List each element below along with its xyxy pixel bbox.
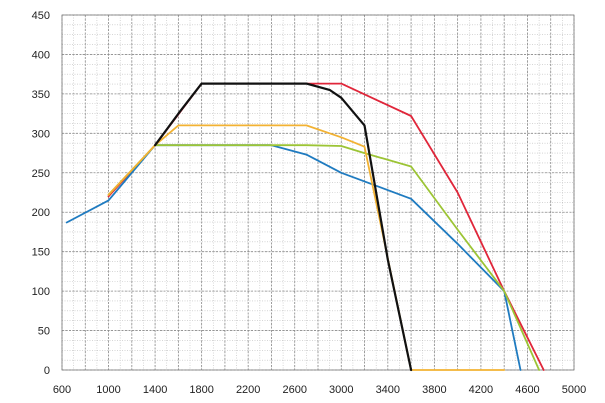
x-tick-label: 3000 [329,384,353,396]
y-tick-label: 350 [32,89,50,101]
x-tick-label: 2200 [236,384,260,396]
grid [61,14,575,371]
plot-frame [61,14,575,371]
series-line-2 [65,144,522,371]
x-tick-label: 1400 [143,384,167,396]
axes [61,14,575,371]
x-tick-label: 3800 [422,384,446,396]
y-tick-label: 50 [38,326,50,338]
series-line-5 [154,82,413,372]
x-tick-label: 4600 [515,384,539,396]
y-tick-label: 400 [32,49,50,61]
series-line-4 [107,124,506,371]
y-tick-label: 100 [32,286,50,298]
x-tick-label: 4200 [469,384,493,396]
x-tick-label: 600 [53,384,71,396]
y-tick-label: 200 [32,207,50,219]
y-tick-label: 150 [32,247,50,259]
x-tick-label: 5000 [562,384,586,396]
series-line-3 [107,144,540,371]
y-tick-label: 450 [32,10,50,22]
y-tick-label: 250 [32,168,50,180]
y-tick-label: 300 [32,128,50,140]
tick-labels: 600 1000 1400 1800 2200 2600 3000 3400 3800 4200 4… [32,10,587,396]
x-tick-label: 3400 [376,384,400,396]
x-tick-label: 2600 [282,384,306,396]
x-tick-label: 1000 [96,384,120,396]
series-line-1 [107,82,545,371]
y-tick-label: 0 [44,365,50,377]
x-tick-label: 1800 [189,384,213,396]
series-layer [65,82,545,372]
